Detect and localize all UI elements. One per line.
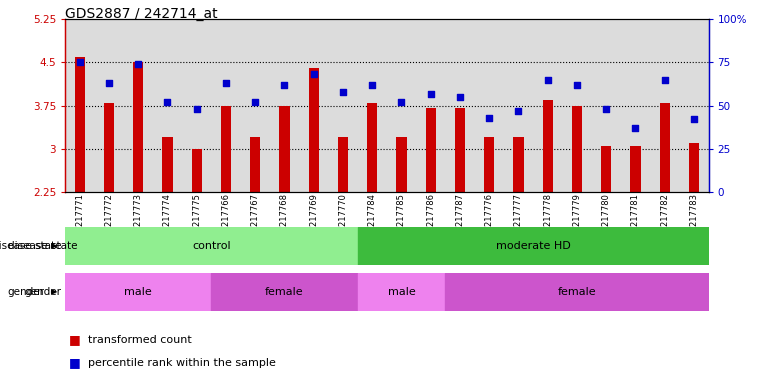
Bar xyxy=(660,103,669,192)
Bar xyxy=(562,19,591,192)
Bar xyxy=(192,149,202,192)
Bar xyxy=(455,109,465,192)
Bar xyxy=(123,19,153,192)
Bar xyxy=(445,273,709,311)
Bar xyxy=(280,106,290,192)
Bar xyxy=(358,227,709,265)
Point xyxy=(600,106,612,112)
Point xyxy=(103,80,115,86)
Bar xyxy=(65,227,358,265)
Bar xyxy=(504,19,533,192)
Bar xyxy=(689,143,699,192)
Text: ■: ■ xyxy=(69,333,80,346)
Point xyxy=(162,99,174,105)
Point xyxy=(424,91,437,97)
Bar xyxy=(104,103,114,192)
Text: GDS2887 / 242714_at: GDS2887 / 242714_at xyxy=(65,7,218,21)
Bar xyxy=(601,146,611,192)
Text: ▶: ▶ xyxy=(51,287,57,296)
Point xyxy=(688,116,700,122)
Bar xyxy=(542,100,553,192)
Bar xyxy=(338,137,348,192)
Bar xyxy=(387,19,416,192)
Bar xyxy=(74,57,85,192)
Bar xyxy=(211,273,358,311)
Bar xyxy=(221,106,231,192)
Bar xyxy=(679,19,709,192)
Bar xyxy=(309,68,319,192)
Point xyxy=(366,82,378,88)
Bar xyxy=(533,19,562,192)
Bar xyxy=(65,273,211,311)
Bar xyxy=(241,19,270,192)
Text: disease state: disease state xyxy=(0,241,61,251)
Bar xyxy=(426,109,436,192)
Point xyxy=(278,82,290,88)
Point xyxy=(542,77,554,83)
Bar xyxy=(358,19,387,192)
Bar xyxy=(153,19,182,192)
Text: gender: gender xyxy=(8,287,44,297)
Point xyxy=(308,71,320,78)
Point xyxy=(483,115,496,121)
Text: ▶: ▶ xyxy=(51,241,57,250)
Bar xyxy=(162,137,172,192)
Text: control: control xyxy=(192,241,231,251)
Bar xyxy=(211,19,241,192)
Bar xyxy=(250,137,260,192)
Bar xyxy=(133,63,143,192)
Text: percentile rank within the sample: percentile rank within the sample xyxy=(88,358,276,368)
Bar xyxy=(475,19,504,192)
Text: disease state: disease state xyxy=(8,241,77,251)
Point xyxy=(74,60,86,66)
Point xyxy=(132,61,144,67)
Bar xyxy=(329,19,358,192)
Text: female: female xyxy=(558,287,596,297)
Point xyxy=(571,82,583,88)
Bar xyxy=(591,19,620,192)
Text: male: male xyxy=(388,287,415,297)
Bar xyxy=(445,19,475,192)
Bar xyxy=(358,273,445,311)
Text: ■: ■ xyxy=(69,356,80,369)
Bar xyxy=(94,19,123,192)
Point xyxy=(220,80,232,86)
Bar xyxy=(270,19,299,192)
Point xyxy=(249,99,261,105)
Bar xyxy=(513,137,523,192)
Point xyxy=(630,125,642,131)
Bar xyxy=(367,103,378,192)
Bar xyxy=(416,19,445,192)
Bar xyxy=(65,19,94,192)
Text: gender: gender xyxy=(25,287,61,297)
Bar xyxy=(299,19,329,192)
Bar xyxy=(396,137,407,192)
Bar xyxy=(650,19,679,192)
Point xyxy=(512,108,525,114)
Bar xyxy=(571,106,582,192)
Point xyxy=(191,106,203,112)
Point xyxy=(395,99,408,105)
Bar xyxy=(630,146,640,192)
Point xyxy=(659,77,671,83)
Bar xyxy=(484,137,494,192)
Text: moderate HD: moderate HD xyxy=(496,241,571,251)
Bar xyxy=(182,19,211,192)
Point xyxy=(337,89,349,95)
Text: male: male xyxy=(124,287,152,297)
Bar xyxy=(620,19,650,192)
Text: female: female xyxy=(265,287,304,297)
Text: transformed count: transformed count xyxy=(88,335,192,345)
Point xyxy=(453,94,466,100)
